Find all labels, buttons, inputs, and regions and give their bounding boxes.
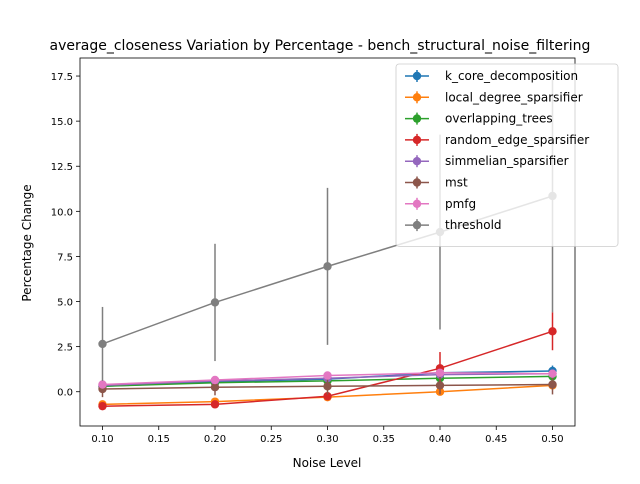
legend-label: k_core_decomposition bbox=[445, 69, 578, 83]
y-tick-label: 10.0 bbox=[51, 207, 73, 218]
legend-item: random_edge_sparsifier bbox=[405, 133, 589, 147]
data-point bbox=[548, 380, 557, 389]
y-axis-label: Percentage Change bbox=[20, 184, 34, 301]
data-point bbox=[210, 298, 220, 307]
x-tick-label: 0.10 bbox=[91, 434, 113, 445]
legend-marker bbox=[412, 114, 422, 123]
x-tick-label: 0.25 bbox=[260, 434, 282, 445]
legend-marker bbox=[412, 199, 422, 208]
data-point bbox=[210, 375, 220, 385]
data-point bbox=[210, 383, 220, 392]
legend-label: mst bbox=[445, 176, 468, 190]
legend-label: overlapping_trees bbox=[445, 112, 553, 126]
legend-marker bbox=[412, 135, 422, 145]
legend-marker bbox=[412, 71, 422, 81]
legend-marker bbox=[412, 178, 422, 187]
legend-label: local_degree_sparsifier bbox=[445, 90, 583, 104]
legend-item: overlapping_trees bbox=[405, 112, 553, 126]
data-point bbox=[548, 327, 557, 336]
y-tick-label: 5.0 bbox=[57, 298, 73, 309]
data-point bbox=[323, 262, 332, 271]
x-tick-label: 0.50 bbox=[541, 434, 563, 445]
x-axis-label: Noise Level bbox=[293, 456, 362, 470]
legend-marker bbox=[412, 220, 422, 230]
y-tick-label: 2.5 bbox=[57, 343, 73, 354]
data-point bbox=[435, 381, 445, 390]
plot-area: 0.10 0.15 0.20 0.25 0.30 0.35 0.40 0.45 0.50 0.0 2… bbox=[51, 57, 619, 445]
data-point bbox=[548, 369, 557, 378]
legend-item: simmelian_sparsifier bbox=[405, 154, 569, 168]
data-point bbox=[435, 368, 445, 377]
x-tick-label: 0.35 bbox=[373, 434, 395, 445]
series-random-edge-sparsifier bbox=[98, 312, 557, 411]
data-point bbox=[98, 380, 107, 389]
x-tick-label: 0.45 bbox=[485, 434, 507, 445]
chart-title: average_closeness Variation by Percentag… bbox=[50, 38, 591, 54]
y-tick-label: 17.5 bbox=[51, 72, 73, 83]
data-point bbox=[323, 371, 332, 380]
data-point bbox=[98, 401, 107, 411]
x-tick-label: 0.30 bbox=[316, 434, 338, 445]
legend-label: threshold bbox=[445, 218, 502, 232]
legend-item: local_degree_sparsifier bbox=[405, 90, 583, 104]
data-point bbox=[210, 400, 220, 409]
data-point bbox=[98, 339, 107, 349]
y-tick-label: 12.5 bbox=[51, 162, 73, 173]
legend-label: random_edge_sparsifier bbox=[445, 133, 589, 147]
legend-item: mst bbox=[405, 176, 468, 190]
legend-marker bbox=[412, 93, 422, 102]
legend-box bbox=[395, 63, 619, 247]
legend-item: threshold bbox=[405, 218, 502, 232]
legend: k_core_decomposition local_degree_sparsif… bbox=[395, 63, 619, 247]
data-point bbox=[323, 392, 332, 401]
data-point bbox=[323, 382, 332, 391]
y-tick-label: 7.5 bbox=[57, 252, 73, 263]
y-tick-label: 0.0 bbox=[57, 388, 73, 399]
legend-marker bbox=[412, 157, 422, 166]
legend-item: pmfg bbox=[405, 197, 476, 211]
x-tick-label: 0.40 bbox=[429, 434, 451, 445]
series-pmfg bbox=[98, 368, 557, 389]
y-tick-label: 15.0 bbox=[51, 117, 73, 128]
x-tick-label: 0.15 bbox=[148, 434, 170, 445]
legend-item: k_core_decomposition bbox=[405, 69, 578, 83]
series-mst bbox=[98, 374, 557, 398]
legend-label: simmelian_sparsifier bbox=[445, 154, 569, 168]
x-tick-label: 0.20 bbox=[204, 434, 226, 445]
legend-label: pmfg bbox=[445, 197, 476, 211]
